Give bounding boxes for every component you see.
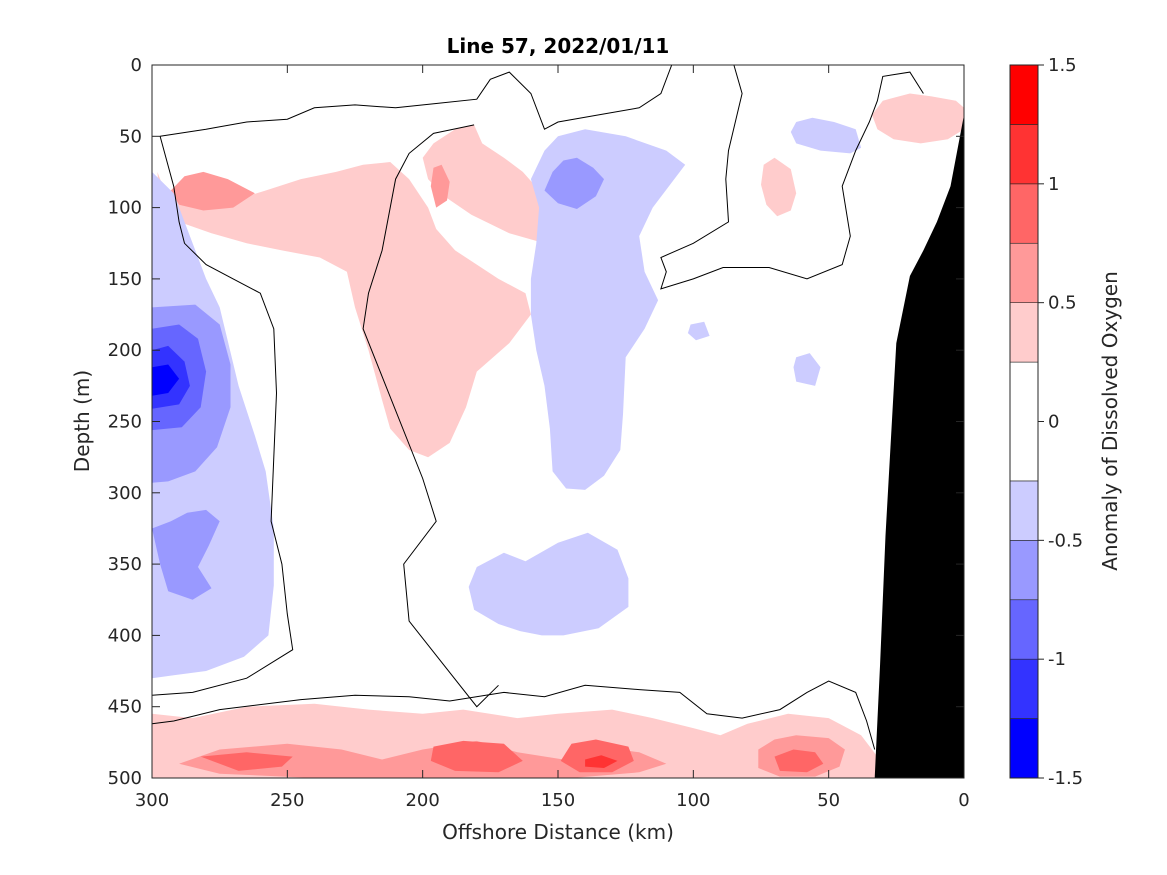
y-tick-label: 100 (108, 198, 142, 219)
x-tick-label: 50 (817, 790, 840, 811)
zero-contour-line-2 (152, 680, 876, 750)
colorbar-segment-0 (1009, 718, 1039, 779)
negative-anomaly-region-6 (530, 129, 686, 490)
y-tick-label: 450 (108, 697, 142, 718)
positive-anomaly-region-1 (422, 124, 558, 244)
colorbar-segment-9 (1009, 124, 1039, 185)
colorbar-segment-5 (1009, 361, 1039, 482)
colorbar-tick-label: -1.5 (1048, 768, 1083, 789)
x-tick-label: 250 (270, 790, 304, 811)
colorbar-label: Anomaly of Dissolved Oxygen (1098, 271, 1122, 571)
colorbar-segment-6 (1009, 302, 1039, 363)
positive-anomaly-region-25 (585, 755, 618, 768)
y-tick-label: 400 (108, 625, 142, 646)
seafloor-mask (874, 114, 964, 778)
colorbar-segment-7 (1009, 242, 1039, 303)
zero-contours (152, 65, 924, 750)
zero-contour-line-3 (362, 124, 499, 708)
x-tick-label: 200 (405, 790, 439, 811)
colorbar-ticks: -1.5 -1 -0.5 0 0.5 1 1.5 (1038, 55, 1083, 789)
positive-anomaly-region-5 (872, 93, 964, 144)
y-tick-label: 200 (108, 340, 142, 361)
x-tick-label: 100 (676, 790, 710, 811)
plot-area: 300 250 200 150 100 50 0 050100150200250300350… (108, 55, 970, 811)
positive-anomaly-region-2 (170, 171, 255, 211)
x-axis-label: Offshore Distance (km) (442, 820, 674, 844)
y-tick-label: 500 (108, 768, 142, 789)
colorbar-segment-10 (1009, 64, 1039, 125)
colorbar-segments (1009, 64, 1039, 779)
colorbar-tick-label: 1.5 (1048, 55, 1077, 76)
negative-anomaly-region-11 (152, 509, 220, 600)
negative-anomaly-region-17 (793, 353, 821, 386)
y-tick-label: 350 (108, 554, 142, 575)
zero-contour-line-4 (660, 65, 924, 290)
x-tick-label: 150 (541, 790, 575, 811)
colorbar-tick-label: 0 (1048, 412, 1059, 433)
positive-anomaly-region-4 (761, 157, 797, 217)
colorbar-segment-4 (1009, 480, 1039, 541)
positive-anomaly-region-0 (157, 162, 531, 458)
negative-anomaly-region-15 (468, 532, 629, 636)
negative-anomaly-region-14 (152, 364, 180, 396)
x-axis-ticks: 300 250 200 150 100 50 0 (135, 65, 970, 811)
y-tick-label: 300 (108, 483, 142, 504)
positive-anomaly-region-19 (179, 740, 667, 778)
y-axis-label: Depth (m) (70, 370, 94, 472)
negative-anomaly-region-8 (790, 117, 862, 154)
x-tick-label: 300 (135, 790, 169, 811)
y-tick-label: 150 (108, 269, 142, 290)
x-tick-label: 0 (958, 790, 969, 811)
seafloor (874, 114, 964, 778)
chart-title: Line 57, 2022/01/11 (447, 34, 670, 58)
y-tick-label: 50 (119, 126, 142, 147)
anomaly-regions (152, 93, 964, 778)
colorbar-tick-label: -0.5 (1048, 530, 1083, 551)
colorbar-segment-2 (1009, 599, 1039, 660)
colorbar-tick-label: 1 (1048, 174, 1059, 195)
colorbar-tick-label: 0.5 (1048, 293, 1077, 314)
zero-contour-line-1 (152, 136, 294, 696)
y-axis-ticks: 0 50 100 150 200 250 300 350 400 450 500 (108, 55, 964, 789)
colorbar-segment-3 (1009, 540, 1039, 601)
colorbar: -1.5 -1 -0.5 0 0.5 1 1.5 Anomaly of Dissolved … (1009, 55, 1122, 789)
colorbar-tick-label: -1 (1048, 649, 1066, 670)
colorbar-segment-1 (1009, 658, 1039, 719)
zero-contour-line-0 (160, 65, 673, 137)
negative-anomaly-region-16 (687, 321, 710, 341)
positive-anomaly-region-22 (430, 740, 523, 773)
negative-anomaly-region-7 (544, 157, 604, 209)
positive-anomaly-region-3 (430, 164, 450, 208)
colorbar-segment-8 (1009, 183, 1039, 244)
y-tick-label: 250 (108, 412, 142, 433)
positive-anomaly-region-23 (560, 739, 634, 773)
positive-anomaly-region-24 (774, 749, 824, 773)
positive-anomaly-region-21 (200, 752, 293, 771)
y-tick-label: 0 (131, 55, 142, 76)
